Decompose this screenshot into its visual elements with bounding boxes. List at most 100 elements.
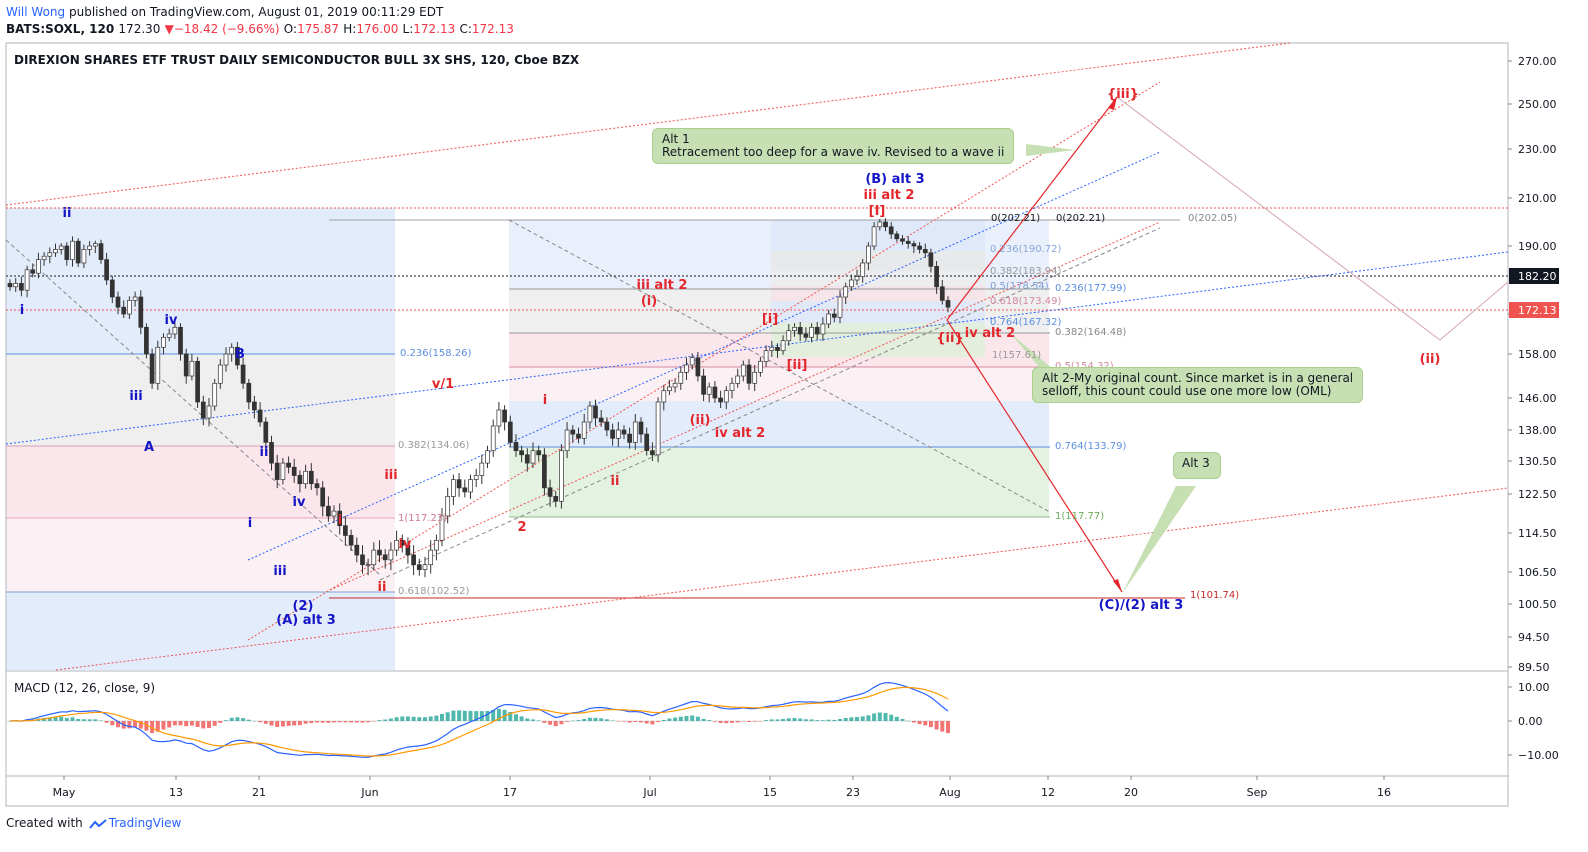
price-tick-label: 94.50 bbox=[1518, 631, 1550, 644]
macd-hist-bar bbox=[838, 719, 842, 721]
fib-zone bbox=[6, 354, 395, 446]
macd-hist-bar bbox=[820, 720, 825, 721]
author-link[interactable]: Will Wong bbox=[6, 5, 66, 19]
macd-hist-bar bbox=[934, 721, 939, 730]
candle-body bbox=[462, 487, 468, 493]
candle-body bbox=[536, 450, 542, 456]
candle-body bbox=[570, 429, 576, 435]
macd-hist-bar bbox=[519, 716, 524, 721]
macd-hist-bar bbox=[491, 709, 496, 721]
macd-hist-bar bbox=[377, 720, 382, 721]
price-tick-label: 114.50 bbox=[1518, 527, 1557, 540]
candle-body bbox=[735, 375, 741, 384]
macd-hist-bar bbox=[388, 718, 393, 721]
macd-hist-bar bbox=[758, 721, 763, 722]
callout-alt3[interactable]: Alt 3 bbox=[1173, 452, 1221, 479]
candle-body bbox=[667, 386, 672, 392]
candle-body bbox=[343, 525, 348, 536]
time-tick-label: Jul bbox=[642, 786, 656, 799]
candle-body bbox=[559, 450, 564, 502]
candle-body bbox=[632, 421, 638, 443]
candle-body bbox=[473, 475, 479, 480]
callout-alt3-text: Alt 3 bbox=[1182, 456, 1210, 470]
macd-hist-bar bbox=[150, 721, 155, 734]
candle-body bbox=[320, 487, 326, 507]
macd-hist-bar bbox=[161, 721, 166, 730]
candle-body bbox=[416, 564, 422, 570]
candle-body bbox=[860, 262, 866, 277]
tradingview-link[interactable]: TradingView bbox=[108, 816, 182, 830]
candle-body bbox=[758, 360, 763, 373]
time-tick-label: Sep bbox=[1247, 786, 1268, 799]
wave-label: iii alt 2 bbox=[637, 278, 688, 293]
macd-hist-bar bbox=[587, 717, 592, 721]
wave-label: (i) bbox=[641, 294, 657, 309]
time-tick-label: Jun bbox=[360, 786, 378, 799]
fib-label: 0.236(177.99) bbox=[1055, 283, 1127, 294]
macd-hist-bar bbox=[712, 721, 717, 722]
arrow-head bbox=[1113, 579, 1122, 592]
macd-hist-bar bbox=[735, 721, 740, 723]
macd-hist-bar bbox=[923, 721, 928, 726]
fib-zone bbox=[509, 447, 1049, 517]
candle-body bbox=[712, 386, 718, 399]
candle-body bbox=[615, 429, 621, 439]
time-tick-label: 13 bbox=[169, 786, 183, 799]
macd-hist-bar bbox=[110, 721, 115, 726]
candle-body bbox=[576, 433, 581, 439]
macd-hist-bar bbox=[172, 721, 177, 726]
price-tick-label: 190.00 bbox=[1518, 240, 1557, 253]
candle-body bbox=[58, 245, 64, 250]
price-tick-label: 250.00 bbox=[1518, 98, 1557, 111]
callout-alt1-line1: Alt 1 bbox=[662, 132, 690, 146]
candle-body bbox=[939, 286, 945, 301]
price-badge bbox=[1509, 302, 1559, 318]
macd-hist-bar bbox=[695, 716, 700, 721]
candle-body bbox=[701, 375, 706, 395]
time-tick-label: 20 bbox=[1124, 786, 1138, 799]
candle-body bbox=[894, 233, 900, 240]
fib-label: 0.236(190.72) bbox=[990, 244, 1062, 255]
fib-zone bbox=[771, 301, 985, 323]
macd-tick-label: 10.00 bbox=[1518, 681, 1550, 694]
wave-label: ii bbox=[611, 474, 620, 489]
candle-body bbox=[661, 390, 667, 403]
fib-zone bbox=[771, 323, 985, 357]
macd-hist-bar bbox=[559, 721, 564, 725]
wave-label: iv bbox=[165, 313, 178, 328]
macd-hist-bar bbox=[315, 721, 319, 723]
arrow-head bbox=[1108, 97, 1117, 110]
macd-hist-bar bbox=[832, 719, 837, 721]
macd-hist-bar bbox=[860, 716, 865, 721]
candle-body bbox=[547, 487, 553, 497]
wave-label: B bbox=[235, 347, 245, 362]
fib-label: 0.764(167.32) bbox=[990, 317, 1062, 328]
macd-hist-bar bbox=[212, 721, 217, 726]
time-tick-label: Aug bbox=[939, 786, 960, 799]
candle-body bbox=[809, 326, 814, 338]
macd-hist-bar bbox=[326, 721, 331, 723]
candle-body bbox=[229, 346, 235, 355]
candle-body bbox=[314, 483, 320, 489]
macd-hist-bar bbox=[70, 717, 75, 721]
macd-hist-bar bbox=[400, 716, 405, 721]
fib-label: 1(101.74) bbox=[1190, 590, 1239, 601]
macd-hist-bar bbox=[133, 721, 138, 728]
axes: 270.00250.00230.00210.00190.00170.00158.… bbox=[53, 55, 1559, 799]
fib-label: 1(157.61) bbox=[992, 350, 1041, 361]
macd-hist-bar bbox=[451, 710, 456, 721]
candle-body bbox=[24, 269, 30, 291]
callout-alt1[interactable]: Alt 1 Retracement too deep for a wave iv… bbox=[652, 128, 1015, 164]
price-badge bbox=[1509, 268, 1559, 284]
candle-body bbox=[792, 326, 797, 331]
callout-alt2[interactable]: Alt 2-My original count. Since market is… bbox=[1032, 367, 1364, 403]
candle-body bbox=[257, 409, 263, 423]
macd-hist-bar bbox=[809, 719, 814, 721]
macd-hist-bar bbox=[582, 719, 587, 721]
candle-body bbox=[286, 462, 291, 468]
macd-hist-bar bbox=[724, 721, 729, 724]
macd-hist-bar bbox=[479, 711, 484, 721]
candle-body bbox=[530, 450, 536, 464]
macd-hist-bar bbox=[622, 721, 626, 722]
